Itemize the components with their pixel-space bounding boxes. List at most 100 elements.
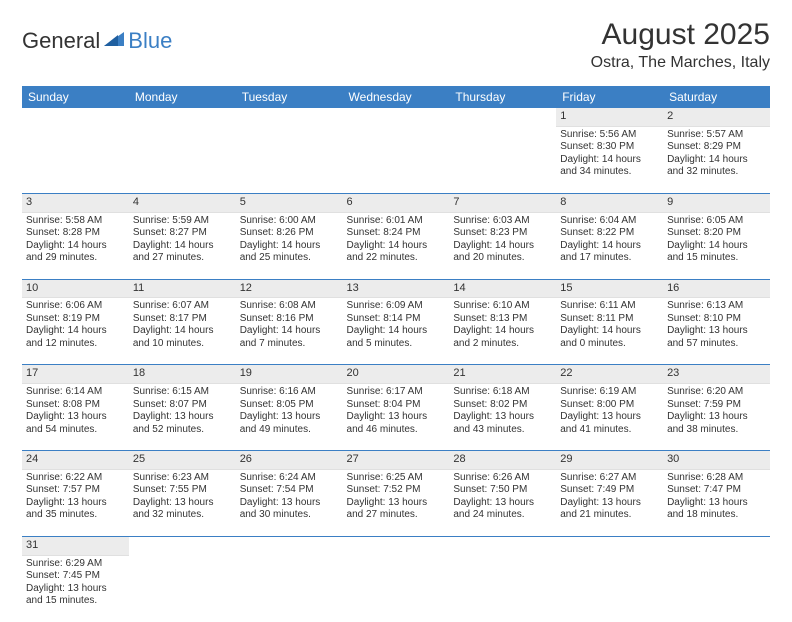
sunrise-text: Sunrise: 6:04 AM bbox=[560, 215, 659, 228]
sunrise-text: Sunrise: 6:20 AM bbox=[667, 386, 766, 399]
daylight-text: Daylight: 14 hours and 32 minutes. bbox=[667, 154, 766, 179]
calendar-day-cell: 5Sunrise: 6:00 AMSunset: 8:26 PMDaylight… bbox=[236, 193, 343, 279]
day-number: 10 bbox=[22, 280, 129, 299]
weekday-header: Friday bbox=[556, 86, 663, 108]
day-number: 3 bbox=[22, 194, 129, 213]
day-number: 28 bbox=[449, 451, 556, 470]
calendar-day-cell: 3Sunrise: 5:58 AMSunset: 8:28 PMDaylight… bbox=[22, 193, 129, 279]
weekday-header: Thursday bbox=[449, 86, 556, 108]
daylight-text: Daylight: 13 hours and 52 minutes. bbox=[133, 411, 232, 436]
sunrise-text: Sunrise: 6:15 AM bbox=[133, 386, 232, 399]
sunset-text: Sunset: 8:10 PM bbox=[667, 313, 766, 326]
calendar-day-cell: 11Sunrise: 6:07 AMSunset: 8:17 PMDayligh… bbox=[129, 279, 236, 365]
daylight-text: Daylight: 14 hours and 12 minutes. bbox=[26, 325, 125, 350]
sunrise-text: Sunrise: 6:25 AM bbox=[347, 472, 446, 485]
daylight-text: Daylight: 13 hours and 49 minutes. bbox=[240, 411, 339, 436]
sunset-text: Sunset: 8:22 PM bbox=[560, 227, 659, 240]
daylight-text: Daylight: 14 hours and 2 minutes. bbox=[453, 325, 552, 350]
sunset-text: Sunset: 8:14 PM bbox=[347, 313, 446, 326]
calendar-day-cell: 14Sunrise: 6:10 AMSunset: 8:13 PMDayligh… bbox=[449, 279, 556, 365]
day-number: 29 bbox=[556, 451, 663, 470]
sunrise-text: Sunrise: 6:01 AM bbox=[347, 215, 446, 228]
daylight-text: Daylight: 14 hours and 0 minutes. bbox=[560, 325, 659, 350]
calendar-day-cell: 16Sunrise: 6:13 AMSunset: 8:10 PMDayligh… bbox=[663, 279, 770, 365]
calendar-body: 1Sunrise: 5:56 AMSunset: 8:30 PMDaylight… bbox=[22, 108, 770, 622]
day-number: 15 bbox=[556, 280, 663, 299]
calendar-table: SundayMondayTuesdayWednesdayThursdayFrid… bbox=[22, 86, 770, 622]
calendar-week-row: 17Sunrise: 6:14 AMSunset: 8:08 PMDayligh… bbox=[22, 365, 770, 451]
day-number: 17 bbox=[22, 365, 129, 384]
calendar-day-cell: 31Sunrise: 6:29 AMSunset: 7:45 PMDayligh… bbox=[22, 536, 129, 621]
daylight-text: Daylight: 14 hours and 15 minutes. bbox=[667, 240, 766, 265]
calendar-day-cell bbox=[663, 536, 770, 621]
daylight-text: Daylight: 14 hours and 34 minutes. bbox=[560, 154, 659, 179]
calendar-day-cell: 8Sunrise: 6:04 AMSunset: 8:22 PMDaylight… bbox=[556, 193, 663, 279]
sunrise-text: Sunrise: 6:29 AM bbox=[26, 558, 125, 571]
day-number: 25 bbox=[129, 451, 236, 470]
daylight-text: Daylight: 14 hours and 27 minutes. bbox=[133, 240, 232, 265]
sunrise-text: Sunrise: 6:00 AM bbox=[240, 215, 339, 228]
calendar-week-row: 10Sunrise: 6:06 AMSunset: 8:19 PMDayligh… bbox=[22, 279, 770, 365]
sunrise-text: Sunrise: 6:27 AM bbox=[560, 472, 659, 485]
sunrise-text: Sunrise: 6:17 AM bbox=[347, 386, 446, 399]
sunrise-text: Sunrise: 6:05 AM bbox=[667, 215, 766, 228]
page-header: General Blue August 2025 Ostra, The Marc… bbox=[22, 18, 770, 72]
sunrise-text: Sunrise: 6:26 AM bbox=[453, 472, 552, 485]
calendar-day-cell: 22Sunrise: 6:19 AMSunset: 8:00 PMDayligh… bbox=[556, 365, 663, 451]
daylight-text: Daylight: 13 hours and 43 minutes. bbox=[453, 411, 552, 436]
calendar-day-cell: 27Sunrise: 6:25 AMSunset: 7:52 PMDayligh… bbox=[343, 451, 450, 537]
sunrise-text: Sunrise: 6:13 AM bbox=[667, 300, 766, 313]
calendar-header-row: SundayMondayTuesdayWednesdayThursdayFrid… bbox=[22, 86, 770, 108]
sunset-text: Sunset: 7:52 PM bbox=[347, 484, 446, 497]
calendar-day-cell bbox=[449, 108, 556, 193]
sunrise-text: Sunrise: 6:09 AM bbox=[347, 300, 446, 313]
daylight-text: Daylight: 13 hours and 35 minutes. bbox=[26, 497, 125, 522]
day-number: 18 bbox=[129, 365, 236, 384]
daylight-text: Daylight: 13 hours and 46 minutes. bbox=[347, 411, 446, 436]
daylight-text: Daylight: 13 hours and 41 minutes. bbox=[560, 411, 659, 436]
daylight-text: Daylight: 13 hours and 24 minutes. bbox=[453, 497, 552, 522]
weekday-header: Monday bbox=[129, 86, 236, 108]
calendar-day-cell: 23Sunrise: 6:20 AMSunset: 7:59 PMDayligh… bbox=[663, 365, 770, 451]
calendar-week-row: 1Sunrise: 5:56 AMSunset: 8:30 PMDaylight… bbox=[22, 108, 770, 193]
daylight-text: Daylight: 14 hours and 5 minutes. bbox=[347, 325, 446, 350]
sunset-text: Sunset: 7:54 PM bbox=[240, 484, 339, 497]
day-number: 31 bbox=[22, 537, 129, 556]
calendar-day-cell bbox=[129, 108, 236, 193]
calendar-day-cell bbox=[129, 536, 236, 621]
day-number: 19 bbox=[236, 365, 343, 384]
sunrise-text: Sunrise: 6:06 AM bbox=[26, 300, 125, 313]
daylight-text: Daylight: 13 hours and 54 minutes. bbox=[26, 411, 125, 436]
sunset-text: Sunset: 8:28 PM bbox=[26, 227, 125, 240]
sunset-text: Sunset: 8:24 PM bbox=[347, 227, 446, 240]
sunrise-text: Sunrise: 6:10 AM bbox=[453, 300, 552, 313]
sunrise-text: Sunrise: 6:08 AM bbox=[240, 300, 339, 313]
sunrise-text: Sunrise: 6:24 AM bbox=[240, 472, 339, 485]
sunset-text: Sunset: 8:02 PM bbox=[453, 399, 552, 412]
day-number: 22 bbox=[556, 365, 663, 384]
calendar-day-cell: 19Sunrise: 6:16 AMSunset: 8:05 PMDayligh… bbox=[236, 365, 343, 451]
day-number: 21 bbox=[449, 365, 556, 384]
calendar-day-cell bbox=[236, 536, 343, 621]
day-number: 4 bbox=[129, 194, 236, 213]
calendar-day-cell: 21Sunrise: 6:18 AMSunset: 8:02 PMDayligh… bbox=[449, 365, 556, 451]
daylight-text: Daylight: 14 hours and 25 minutes. bbox=[240, 240, 339, 265]
calendar-day-cell: 29Sunrise: 6:27 AMSunset: 7:49 PMDayligh… bbox=[556, 451, 663, 537]
sunrise-text: Sunrise: 6:16 AM bbox=[240, 386, 339, 399]
calendar-day-cell: 2Sunrise: 5:57 AMSunset: 8:29 PMDaylight… bbox=[663, 108, 770, 193]
calendar-day-cell: 7Sunrise: 6:03 AMSunset: 8:23 PMDaylight… bbox=[449, 193, 556, 279]
sunrise-text: Sunrise: 6:22 AM bbox=[26, 472, 125, 485]
daylight-text: Daylight: 14 hours and 7 minutes. bbox=[240, 325, 339, 350]
sunrise-text: Sunrise: 5:59 AM bbox=[133, 215, 232, 228]
calendar-day-cell: 12Sunrise: 6:08 AMSunset: 8:16 PMDayligh… bbox=[236, 279, 343, 365]
day-number: 16 bbox=[663, 280, 770, 299]
day-number: 6 bbox=[343, 194, 450, 213]
calendar-day-cell: 10Sunrise: 6:06 AMSunset: 8:19 PMDayligh… bbox=[22, 279, 129, 365]
day-number: 26 bbox=[236, 451, 343, 470]
sunset-text: Sunset: 8:20 PM bbox=[667, 227, 766, 240]
day-number: 24 bbox=[22, 451, 129, 470]
calendar-day-cell: 20Sunrise: 6:17 AMSunset: 8:04 PMDayligh… bbox=[343, 365, 450, 451]
sunset-text: Sunset: 8:23 PM bbox=[453, 227, 552, 240]
daylight-text: Daylight: 14 hours and 17 minutes. bbox=[560, 240, 659, 265]
sunset-text: Sunset: 8:29 PM bbox=[667, 141, 766, 154]
